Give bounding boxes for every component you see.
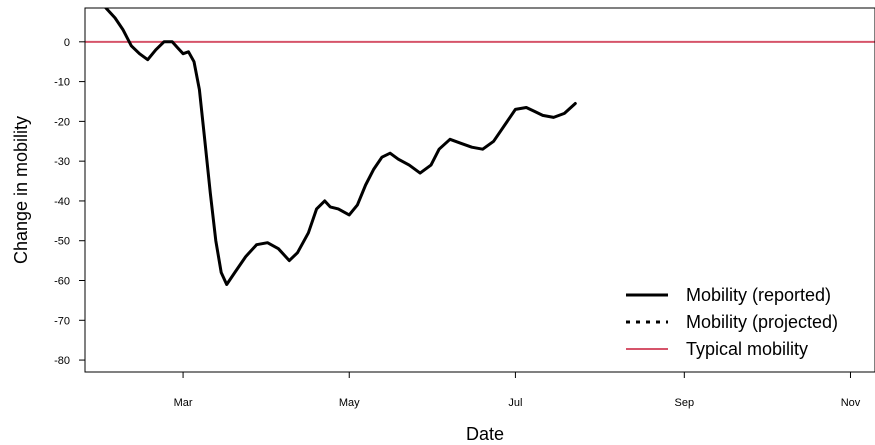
legend-label-1: Mobility (projected) [686,312,838,332]
plot-frame [84,7,875,373]
series-line-0 [103,8,577,286]
x-tick-label: Jul [508,397,522,409]
x-axis: Mar May Jul Sep Nov [174,372,861,409]
y-tick-label: -80 [54,355,70,367]
x-tick-label: Nov [841,397,861,409]
y-tick-label: -40 [54,196,70,208]
y-tick-label: 0 [64,37,70,49]
legend: Mobility (reported) Mobility (projected) T… [626,285,838,359]
x-axis-title: Date [466,424,504,444]
y-axis: 0 -10 -20 -30 -40 -50 -60 -70 -80 [54,37,85,367]
legend-label-2: Typical mobility [686,339,808,359]
y-tick-label: -60 [54,276,70,288]
x-tick-label: May [339,397,360,409]
y-axis-title: Change in mobility [11,116,31,264]
legend-label-0: Mobility (reported) [686,285,831,305]
plot-layer [85,8,875,286]
y-tick-label: -30 [54,156,70,168]
x-tick-label: Sep [675,397,695,409]
y-tick-label: -10 [54,77,70,89]
x-tick-label: Mar [174,397,193,409]
y-tick-label: -50 [54,236,70,248]
y-tick-label: -70 [54,315,70,327]
y-tick-label: -20 [54,116,70,128]
